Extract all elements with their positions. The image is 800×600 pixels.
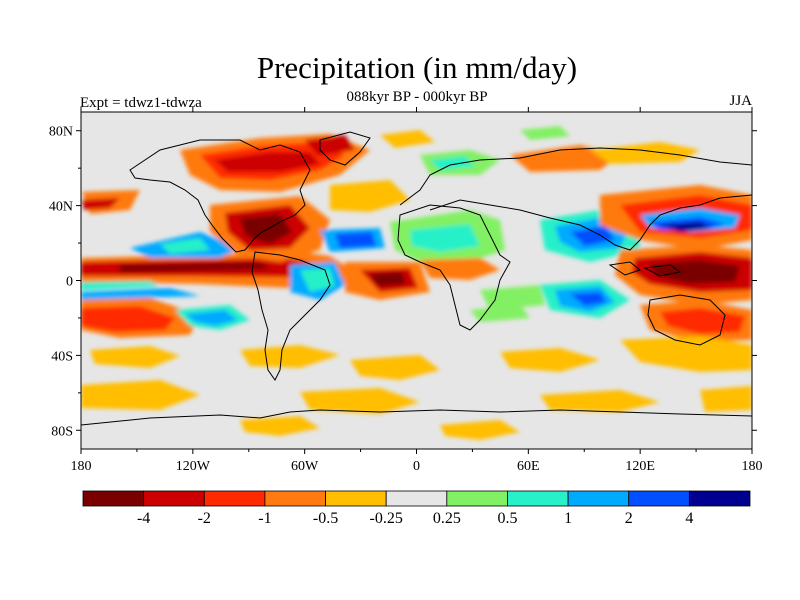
colorbar-box: [385, 490, 448, 507]
colorbar-labels: -4 -2 -1 -0.5 -0.25 0.25 0.5 1 2 4: [137, 510, 693, 527]
lon-tick-label: 180: [71, 459, 92, 474]
lat-tick-label: 40S: [51, 349, 73, 364]
lat-tick-label: 80S: [51, 424, 73, 439]
colorbar-box: [264, 490, 326, 507]
colorbar-label: -0.5: [313, 510, 338, 527]
colorbar-box: [446, 490, 508, 507]
colorbar-label: -1: [258, 510, 271, 527]
colorbar-label: 0.5: [497, 510, 517, 527]
map-ticks: [76, 107, 757, 454]
lon-tick-label: 120E: [625, 459, 655, 474]
colorbar-box: [82, 490, 145, 507]
map-title: Precipitation (in mm/day): [256, 50, 578, 85]
colorbar-label: 1: [564, 510, 572, 527]
lon-tick-label: 120W: [176, 459, 211, 474]
colorbar-label: -0.25: [370, 510, 403, 527]
map-subtitle: 088kyr BP - 000kyr BP: [346, 89, 488, 105]
map-field: [81, 112, 752, 449]
lat-tick-label: 80N: [49, 125, 73, 140]
colorbar-box: [325, 490, 387, 507]
colorbar-label: 2: [625, 510, 633, 527]
colorbar-box: [628, 490, 690, 507]
precip-anomaly-layer: [81, 126, 752, 440]
colorbar-box: [567, 490, 630, 507]
season-label: JJA: [729, 93, 752, 109]
lon-tick-label: 0: [413, 459, 420, 474]
colorbar-box: [203, 490, 266, 507]
experiment-label: Expt = tdwz1-tdwza: [80, 95, 202, 111]
colorbar-label: 4: [685, 510, 693, 527]
map-tick-labels: 80N 40N 0 40S 80S 180 120W 60W 0 60E 120E 180: [49, 125, 763, 474]
colorbar-label: -4: [137, 510, 150, 527]
lon-tick-label: 60W: [291, 459, 319, 474]
lat-tick-label: 40N: [49, 200, 73, 215]
colorbar-label: 0.25: [433, 510, 461, 527]
lat-tick-label: 0: [66, 275, 73, 290]
colorbar-label: -2: [198, 510, 211, 527]
colorbar-box: [688, 490, 751, 507]
colorbar-boxes: [82, 490, 751, 507]
colorbar-box: [143, 490, 205, 507]
lon-tick-label: 180: [742, 459, 763, 474]
colorbar-box: [507, 490, 569, 507]
lon-tick-label: 60E: [517, 459, 540, 474]
coastlines: [81, 131, 752, 426]
